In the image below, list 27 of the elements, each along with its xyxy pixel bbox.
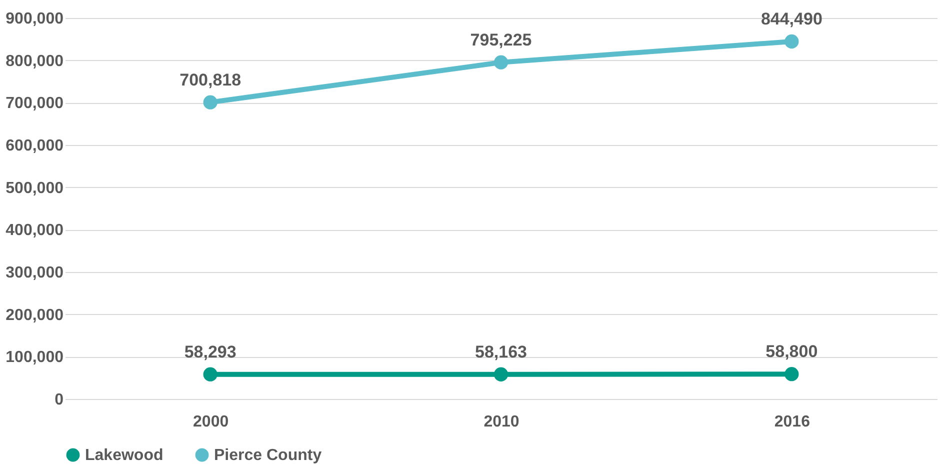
y-tick-label: 600,000 xyxy=(6,138,64,154)
data-label: 58,800 xyxy=(766,342,818,362)
point xyxy=(203,367,218,382)
y-tick-label: 100,000 xyxy=(6,349,64,366)
point xyxy=(494,367,508,382)
point xyxy=(494,55,508,70)
y-tick-label: 900,000 xyxy=(6,10,64,28)
point xyxy=(203,95,218,110)
data-label: 58,163 xyxy=(475,342,527,362)
y-tick-label: 200,000 xyxy=(6,306,64,324)
y-tick-label: 300,000 xyxy=(6,264,64,282)
legend-label: Pierce County xyxy=(214,447,322,464)
point xyxy=(784,34,799,49)
y-tick-label: 400,000 xyxy=(6,222,64,240)
y-tick-label: 500,000 xyxy=(6,180,64,197)
y-tick-label: 800,000 xyxy=(6,52,64,70)
data-label: 58,293 xyxy=(184,342,236,362)
y-tick-label: 700,000 xyxy=(6,95,64,112)
legend-label: Lakewood xyxy=(85,447,164,464)
x-tick-label: 2010 xyxy=(484,414,520,430)
point xyxy=(784,367,799,382)
data-label: 795,225 xyxy=(470,30,532,50)
y-tick-label: 0 xyxy=(54,392,64,408)
x-tick-label: 2000 xyxy=(193,414,229,430)
data-label: 844,490 xyxy=(760,10,822,28)
data-label: 700,818 xyxy=(180,70,242,90)
x-tick-label: 2016 xyxy=(774,414,810,430)
